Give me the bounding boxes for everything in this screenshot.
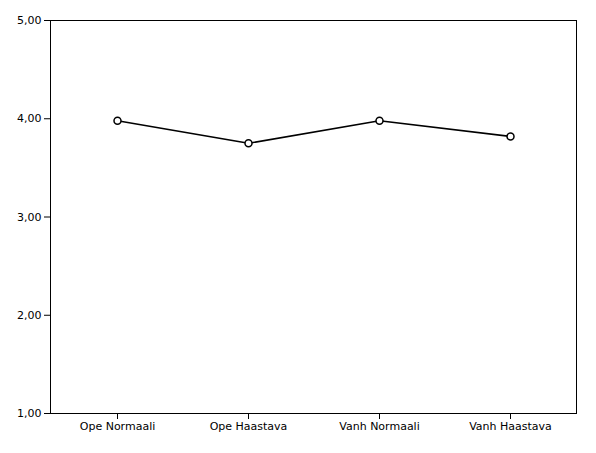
svg-text:1,00: 1,00 <box>17 407 42 420</box>
svg-text:Vanh Normaali: Vanh Normaali <box>339 420 419 433</box>
svg-text:Ope Normaali: Ope Normaali <box>80 420 156 433</box>
svg-text:Ope Haastava: Ope Haastava <box>210 420 288 433</box>
svg-text:2,00: 2,00 <box>17 309 42 322</box>
svg-text:4,00: 4,00 <box>17 112 42 125</box>
svg-text:5,00: 5,00 <box>17 14 42 27</box>
svg-text:Vanh Haastava: Vanh Haastava <box>469 420 552 433</box>
svg-text:3,00: 3,00 <box>17 211 42 224</box>
